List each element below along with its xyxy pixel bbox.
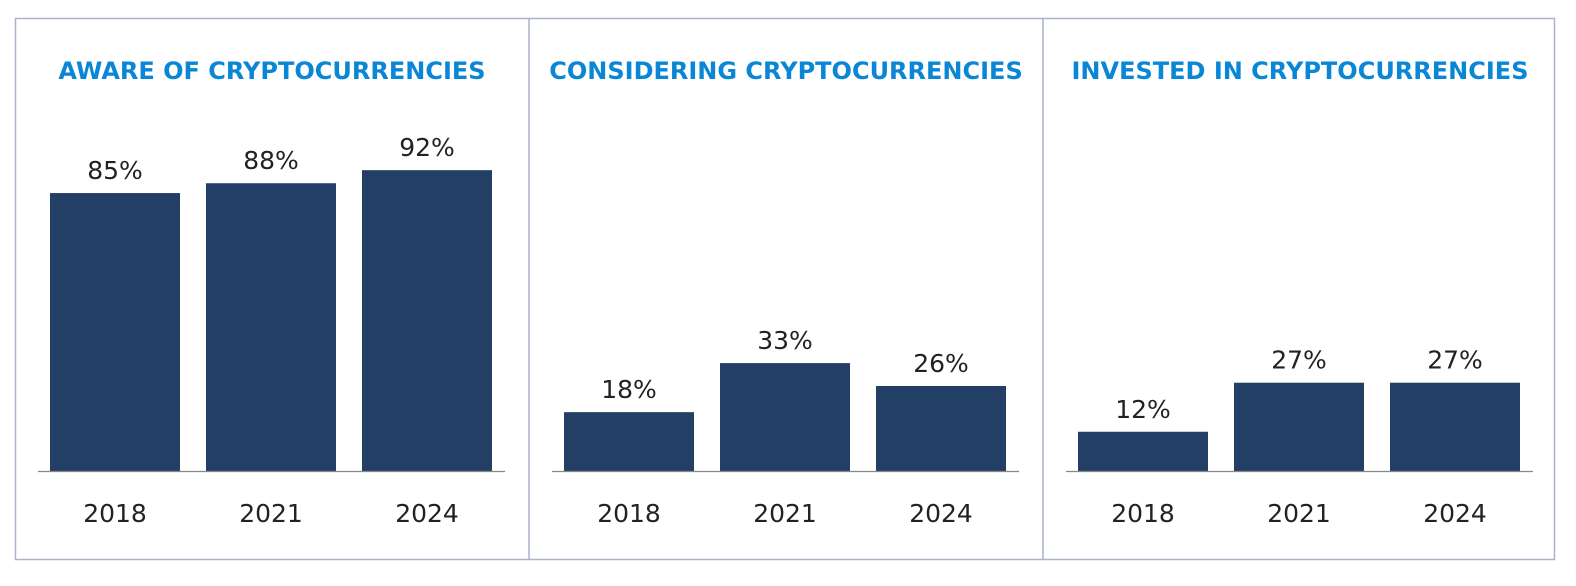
data-label: 88% — [243, 146, 299, 175]
x-tick-label: 2021 — [239, 499, 303, 528]
x-tick-label: 2024 — [909, 499, 973, 528]
x-tick-label: 2018 — [597, 499, 661, 528]
bar-2021 — [206, 183, 336, 472]
bar-2024 — [1390, 382, 1520, 471]
bar-2021 — [720, 363, 850, 471]
bar-2018 — [50, 193, 180, 472]
chart-panel-1: AWARE OF CRYPTOCURRENCIES 85% 2018 88% 2021 9… — [38, 57, 505, 528]
chart-title: INVESTED IN CRYPTOCURRENCIES — [1072, 57, 1529, 85]
chart-title: AWARE OF CRYPTOCURRENCIES — [58, 57, 485, 85]
chart-panel-3: INVESTED IN CRYPTOCURRENCIES 12% 2018 27% 20… — [1066, 57, 1533, 528]
bar-2018 — [1078, 431, 1208, 471]
bar-2024 — [876, 385, 1006, 471]
data-label: 33% — [757, 326, 813, 355]
x-tick-label: 2024 — [1423, 499, 1487, 528]
bar-2018 — [564, 412, 694, 471]
x-tick-label: 2021 — [753, 499, 817, 528]
data-label: 92% — [399, 133, 455, 162]
data-label: 27% — [1271, 346, 1327, 375]
chart-title: CONSIDERING CRYPTOCURRENCIES — [549, 57, 1022, 85]
outer-border — [14, 17, 1556, 561]
x-tick-label: 2021 — [1267, 499, 1331, 528]
data-label: 26% — [913, 349, 969, 378]
data-label: 27% — [1427, 346, 1483, 375]
bar-2021 — [1234, 382, 1364, 471]
x-tick-label: 2024 — [395, 499, 459, 528]
bar-2024 — [362, 170, 492, 471]
data-label: 18% — [601, 375, 657, 404]
x-tick-label: 2018 — [1111, 499, 1175, 528]
x-tick-label: 2018 — [83, 499, 147, 528]
data-label: 85% — [87, 156, 143, 185]
chart-panel-2: CONSIDERING CRYPTOCURRENCIES 18% 2018 33% 20… — [549, 57, 1022, 528]
data-label: 12% — [1115, 395, 1171, 424]
